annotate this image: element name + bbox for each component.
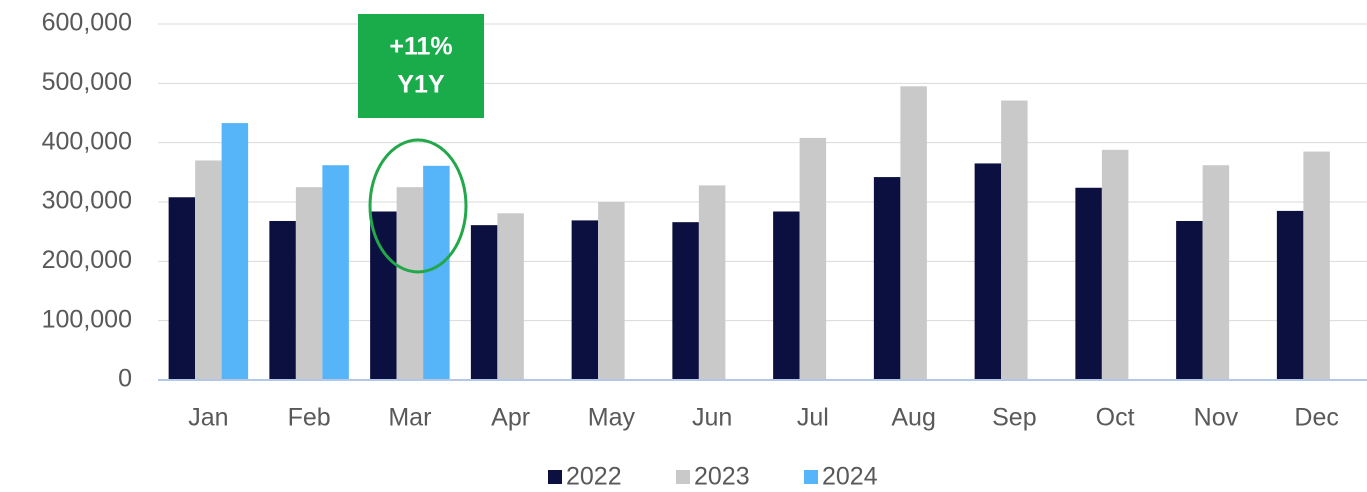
legend-label: 2022: [566, 463, 622, 491]
bar: [598, 202, 625, 380]
bar: [773, 211, 800, 380]
bar: [370, 211, 397, 380]
bar: [470, 225, 498, 380]
y-tick-label: 300,000: [42, 187, 132, 215]
bar: [269, 220, 296, 380]
bar: [571, 220, 599, 380]
annotation-box: [358, 14, 484, 118]
y-tick-label: 600,000: [42, 9, 132, 37]
bar: [423, 165, 450, 380]
legend-label: 2024: [822, 463, 878, 491]
x-tick-label: Sep: [992, 404, 1036, 432]
y-tick-label: 100,000: [42, 305, 132, 333]
legend-swatch: [676, 470, 690, 484]
bar: [322, 165, 349, 380]
bar: [900, 86, 927, 381]
y-tick-label: 500,000: [42, 68, 132, 96]
annotation-text: +11%: [389, 33, 452, 61]
y-tick-label: 200,000: [42, 246, 132, 274]
x-tick-label: Aug: [891, 404, 935, 432]
bar: [1176, 220, 1203, 380]
bar: [497, 213, 524, 380]
annotation-text: Y1Y: [397, 71, 445, 99]
x-tick-label: Dec: [1294, 404, 1338, 432]
bar: [168, 197, 196, 380]
bar: [698, 185, 726, 380]
legend-swatch: [804, 470, 818, 484]
x-tick-label: Jul: [797, 404, 829, 432]
bar: [1202, 165, 1230, 380]
y-tick-label: 0: [118, 365, 132, 393]
x-tick-label: Jun: [692, 404, 732, 432]
x-tick-label: Oct: [1096, 404, 1135, 432]
x-tick-label: Feb: [288, 404, 331, 432]
bar: [221, 123, 249, 380]
x-tick-label: May: [588, 404, 636, 432]
bar: [1101, 149, 1129, 380]
bar: [295, 187, 323, 380]
bar: [873, 177, 901, 380]
x-tick-label: Jan: [188, 404, 228, 432]
bar: [1303, 151, 1330, 380]
bar: [396, 187, 424, 380]
bar: [672, 222, 699, 380]
bar: [1001, 100, 1028, 380]
y-tick-label: 400,000: [42, 127, 132, 155]
x-tick-label: Mar: [388, 404, 431, 432]
x-tick-label: Apr: [491, 404, 530, 432]
bar: [974, 163, 1002, 380]
bar: [1075, 187, 1102, 380]
bar: [195, 160, 222, 380]
highlight-ellipse: [368, 138, 468, 274]
bar: [799, 137, 827, 380]
legend-swatch: [548, 470, 562, 484]
bar: [1276, 210, 1304, 380]
x-tick-label: Nov: [1194, 404, 1239, 432]
legend-label: 2023: [694, 463, 750, 491]
